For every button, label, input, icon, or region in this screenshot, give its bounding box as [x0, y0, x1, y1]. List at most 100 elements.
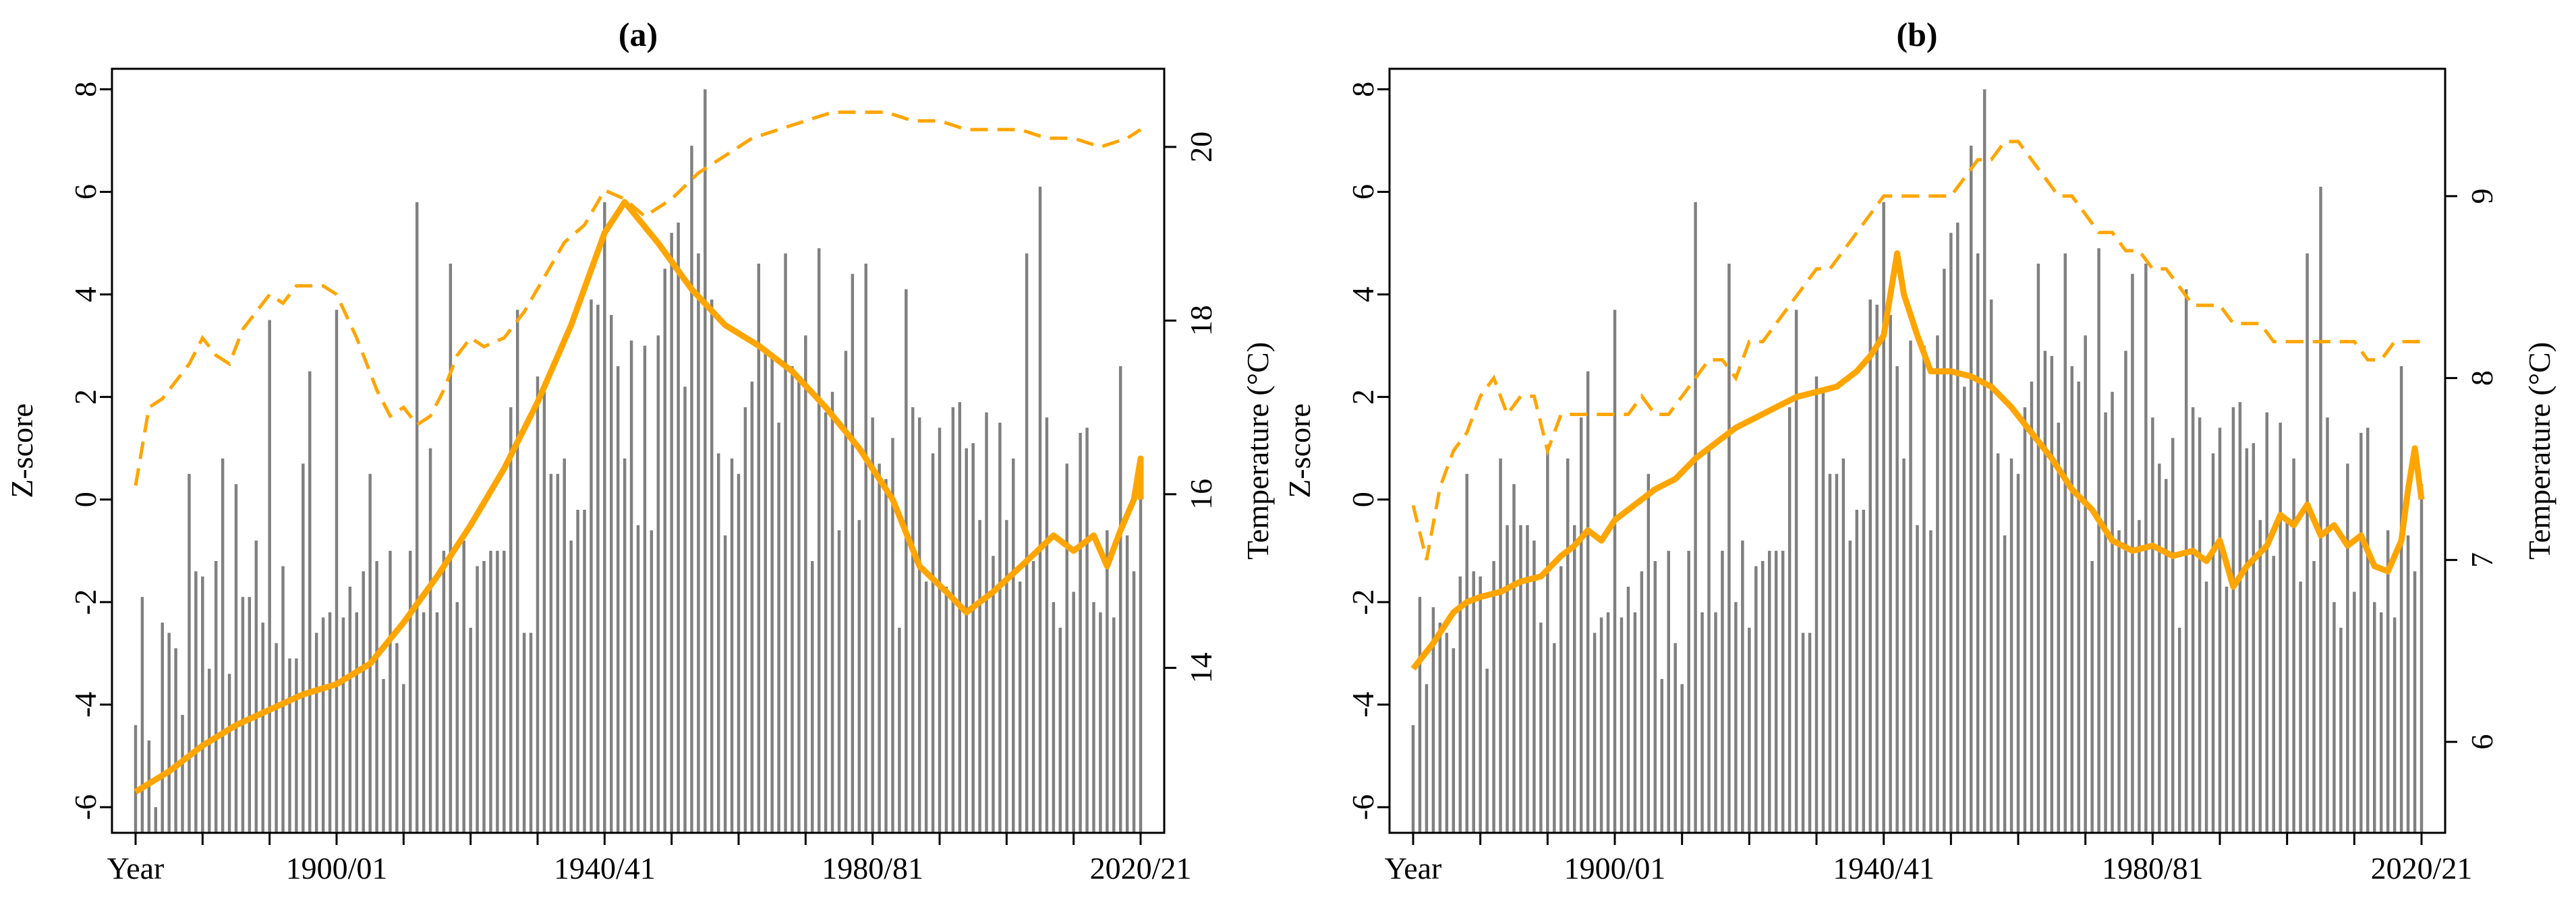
bar [1909, 341, 1912, 833]
bar [1559, 566, 1563, 833]
bar [321, 617, 325, 833]
bar [1835, 473, 1839, 833]
bar [415, 202, 419, 833]
bar [188, 473, 191, 833]
bar [522, 633, 526, 833]
bar [2138, 520, 2141, 833]
bar [275, 643, 278, 833]
bar [1821, 392, 1825, 833]
bar [1694, 202, 1697, 833]
bar [1479, 576, 1482, 833]
bar [2339, 627, 2343, 833]
bar [161, 622, 164, 833]
bar [2111, 392, 2114, 833]
bar [1969, 146, 1973, 833]
bar [2245, 448, 2249, 833]
bar [1855, 509, 1859, 833]
bar [704, 89, 707, 833]
bar [784, 253, 787, 833]
bar [891, 438, 894, 833]
y-tick-label: 0 [68, 492, 103, 507]
bar [590, 299, 593, 833]
bar [958, 402, 962, 833]
bar [723, 535, 727, 833]
bar [1754, 566, 1758, 833]
x-tick-label: 1980/81 [2102, 851, 2204, 885]
bar [998, 422, 1002, 833]
bar [1982, 89, 1986, 833]
bar [2366, 428, 2370, 833]
bar [167, 633, 171, 833]
bar [2171, 438, 2175, 833]
bar [1748, 627, 1751, 833]
bar [1579, 417, 1583, 833]
bar [1539, 622, 1543, 833]
y-right-axis-label: Temperature (°C) [2522, 342, 2556, 560]
bar [355, 612, 359, 833]
bar [770, 355, 774, 833]
bar [1963, 386, 1966, 833]
plot-frame [1388, 67, 2446, 834]
y-right-tick-label: 16 [1184, 479, 1218, 510]
bar [583, 509, 586, 833]
bar [1411, 725, 1415, 833]
panel-a: (a) -6 -4 -2 0 2 4 6 8 14 16 18 20 Year 1900/01 1940/41… [5, 16, 1275, 885]
bar [314, 633, 318, 833]
bar [1949, 233, 1953, 833]
bar [1058, 627, 1062, 833]
bar [428, 448, 432, 833]
bar [2252, 443, 2256, 833]
y-axis-label: Z-score [5, 403, 39, 498]
bar [629, 341, 633, 833]
bar [1761, 560, 1765, 833]
bar [656, 335, 660, 833]
y-tick-label: 4 [1346, 287, 1380, 302]
bar [308, 371, 312, 833]
bar [1425, 684, 1429, 833]
bar [757, 263, 761, 833]
bar [1025, 253, 1029, 833]
bar [643, 345, 647, 833]
bar [1018, 581, 1022, 833]
bar [931, 453, 935, 833]
bar [2386, 530, 2390, 833]
bar [496, 550, 499, 833]
bar [1673, 643, 1677, 833]
bar [898, 627, 901, 833]
bar [1734, 602, 1738, 833]
bar [905, 289, 908, 833]
bar [1418, 597, 1422, 833]
bar [1099, 612, 1102, 833]
bar [924, 581, 928, 833]
bar [1506, 525, 1509, 833]
x-tick-label: 1980/81 [822, 851, 923, 885]
bar [884, 479, 888, 833]
bar [951, 407, 955, 833]
bar [824, 412, 828, 833]
bar [804, 335, 807, 833]
bar [1647, 473, 1651, 833]
bar [1599, 617, 1603, 833]
bar [328, 612, 332, 833]
bar [1593, 633, 1597, 833]
bar [1902, 458, 1906, 833]
bar [837, 530, 841, 833]
bar [1660, 678, 1664, 833]
bar [1072, 591, 1075, 833]
bar [1092, 602, 1095, 833]
bar [1566, 458, 1570, 833]
bar [455, 602, 459, 833]
bar [985, 412, 988, 833]
bar [737, 473, 741, 833]
bar [1533, 540, 1536, 833]
bar [1841, 458, 1845, 833]
bar [1936, 335, 1939, 833]
bar [2158, 463, 2161, 833]
bar [1848, 540, 1852, 833]
bar [234, 484, 238, 833]
bar [817, 248, 821, 833]
bar [2063, 253, 2067, 833]
bar [489, 550, 492, 833]
bar [670, 233, 673, 833]
